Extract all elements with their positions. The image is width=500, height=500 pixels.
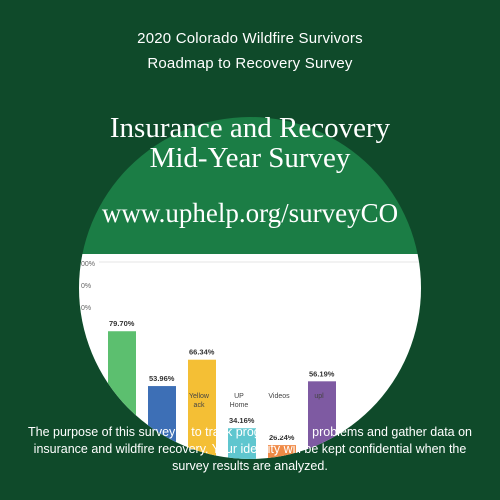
value-label: 53.96%	[149, 374, 175, 383]
y-tick-label: 0%	[81, 283, 91, 290]
y-tick-label: 0%	[81, 305, 91, 312]
category-label: ack	[194, 402, 205, 409]
value-label: 34.16%	[229, 416, 255, 425]
bar-chart: 00% 0% 0% 79.70% 53.96% 66.34% Yellow ack 34.16%…	[81, 261, 421, 459]
survey-title-line-1: 2020 Colorado Wildfire Survivors	[137, 30, 363, 47]
value-label: 66.34%	[189, 348, 215, 357]
category-label: upl	[314, 393, 324, 400]
category-label: Videos	[268, 393, 290, 400]
footer-text: The purpose of this survey is to track p…	[28, 425, 472, 473]
bar	[108, 331, 136, 459]
value-label: 56.19%	[309, 369, 335, 378]
category-label: UP	[234, 393, 244, 400]
chart-circle: 00% 0% 0% 79.70% 53.96% 66.34% Yellow ack 34.16%…	[79, 117, 421, 459]
survey-title-line-2: Roadmap to Recovery Survey	[147, 55, 353, 72]
category-label: Home	[230, 402, 249, 409]
value-label: 79.70%	[109, 319, 135, 328]
headline-line-2: Mid-Year Survey	[149, 142, 351, 174]
bar	[148, 386, 176, 459]
category-label: Yellow	[189, 393, 210, 400]
bar	[228, 428, 256, 459]
bar	[188, 359, 216, 459]
headline-line-1: Insurance and Recovery	[109, 112, 391, 144]
y-tick-label: 00%	[81, 261, 95, 268]
chart-panel: 00% 0% 0% 79.70% 53.96% 66.34% Yellow ack 34.16%…	[79, 254, 421, 459]
bar	[268, 445, 296, 459]
bar	[348, 447, 376, 459]
value-label: 26.24%	[269, 433, 295, 442]
bar	[308, 381, 336, 459]
survey-url[interactable]: www.uphelp.org/surveyCO	[101, 198, 399, 228]
value-label: 25.25%	[349, 435, 375, 444]
